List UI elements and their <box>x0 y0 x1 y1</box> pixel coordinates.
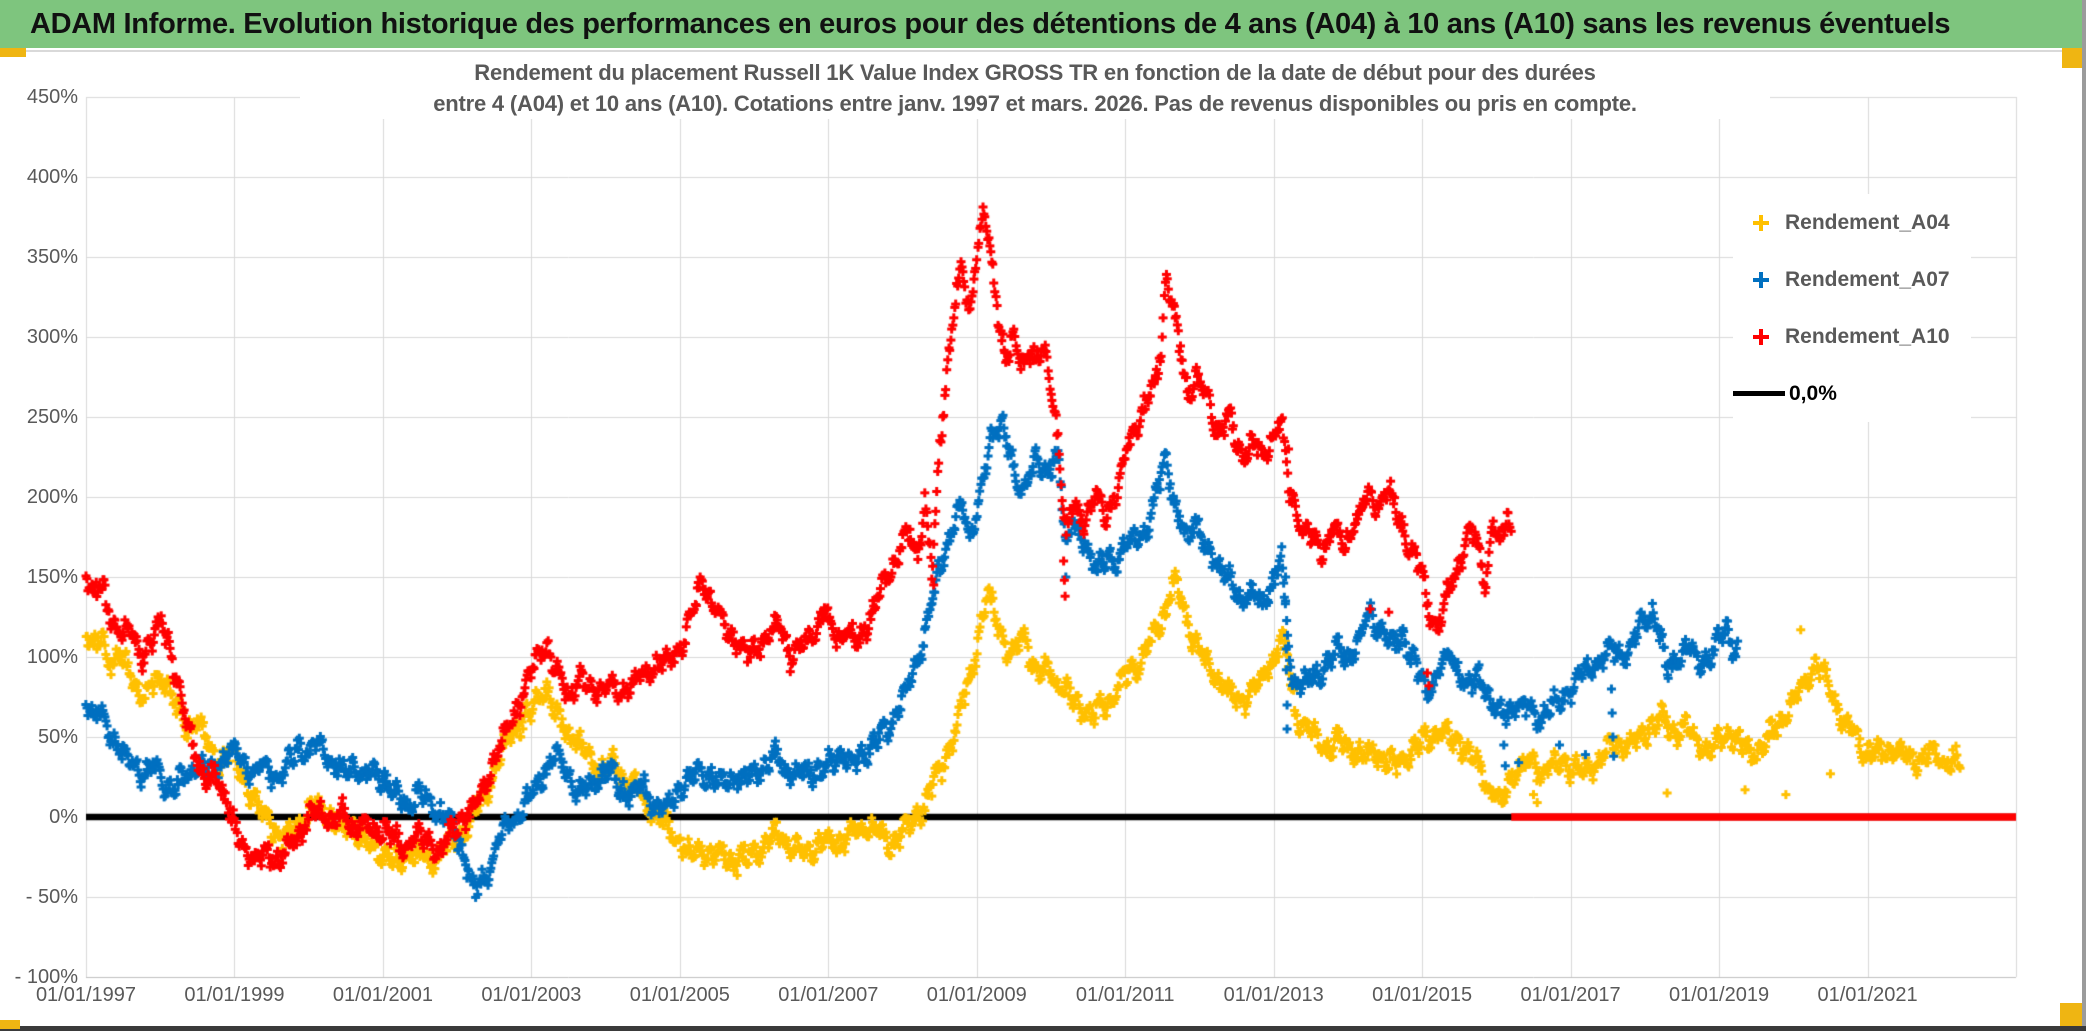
x-axis-label: 01/01/2013 <box>1223 984 1324 1006</box>
legend-item: Rendement_A07 <box>1733 251 1971 308</box>
header-bar: ADAM Informe. Evolution historique des p… <box>0 0 2082 48</box>
x-axis-label: 01/01/1999 <box>184 984 285 1006</box>
chart-subtitle: Rendement du placement Russell 1K Value … <box>300 57 1770 119</box>
plus-marker-icon <box>1751 213 1771 233</box>
x-axis-label: 01/01/2021 <box>1817 984 1918 1006</box>
plus-marker-icon <box>1751 327 1771 347</box>
legend-item: Rendement_A04 <box>1733 194 1971 251</box>
legend-item: Rendement_A10 <box>1733 308 1971 365</box>
x-axis-label: 01/01/1997 <box>35 984 137 1006</box>
y-axis-label: 350% <box>26 246 78 268</box>
legend-item: 0,0% <box>1733 365 1971 422</box>
chart-subtitle-line2: entre 4 (A04) et 10 ans (A10). Cotations… <box>433 91 1637 116</box>
y-axis-label: 450% <box>26 86 78 108</box>
line-swatch-icon <box>1733 391 1785 396</box>
x-axis-label: 01/01/2019 <box>1669 984 1770 1006</box>
legend-item-label: 0,0% <box>1789 381 1837 405</box>
legend-item-label: Rendement_A10 <box>1785 324 1950 348</box>
y-axis-label: 200% <box>26 486 78 508</box>
x-axis-label: 01/01/2007 <box>778 984 879 1006</box>
x-axis-label: 01/01/2011 <box>1075 984 1175 1006</box>
x-axis-label: 01/01/2001 <box>332 984 433 1006</box>
page-right-border <box>2082 0 2086 1031</box>
y-axis-label: 150% <box>26 566 78 588</box>
page-bottom-border <box>0 1026 2086 1031</box>
legend-item-label: Rendement_A07 <box>1785 267 1950 291</box>
accent-mark-top-right <box>2062 48 2082 68</box>
legend-item-label: Rendement_A04 <box>1785 210 1950 234</box>
chart-legend: Rendement_A04 Rendement_A07 Rendement_A10 0… <box>1733 194 1971 422</box>
page-title: ADAM Informe. Evolution historique des p… <box>30 7 1951 40</box>
x-axis-label: 01/01/2015 <box>1372 984 1473 1006</box>
accent-mark-bottom-right <box>2060 1003 2082 1026</box>
y-axis-label: 0% <box>49 806 78 828</box>
plus-marker-icon <box>1751 270 1771 290</box>
accent-mark-bottom-left <box>0 1020 20 1029</box>
y-axis-label: - 50% <box>25 886 78 908</box>
y-axis-label: - 100% <box>14 966 78 988</box>
x-axis-label: 01/01/2005 <box>629 984 730 1006</box>
y-axis-label: 250% <box>26 406 78 428</box>
header-underline <box>0 50 2082 52</box>
y-axis-label: 50% <box>37 726 78 748</box>
chart-subtitle-line1: Rendement du placement Russell 1K Value … <box>474 60 1596 85</box>
x-axis-label: 01/01/2009 <box>926 984 1027 1006</box>
x-axis-label: 01/01/2003 <box>481 984 582 1006</box>
x-axis-label: 01/01/2017 <box>1520 984 1621 1006</box>
y-axis-label: 400% <box>26 166 78 188</box>
y-axis-label: 100% <box>26 646 78 668</box>
accent-mark-top-left <box>0 48 26 57</box>
y-axis-label: 300% <box>26 326 78 348</box>
